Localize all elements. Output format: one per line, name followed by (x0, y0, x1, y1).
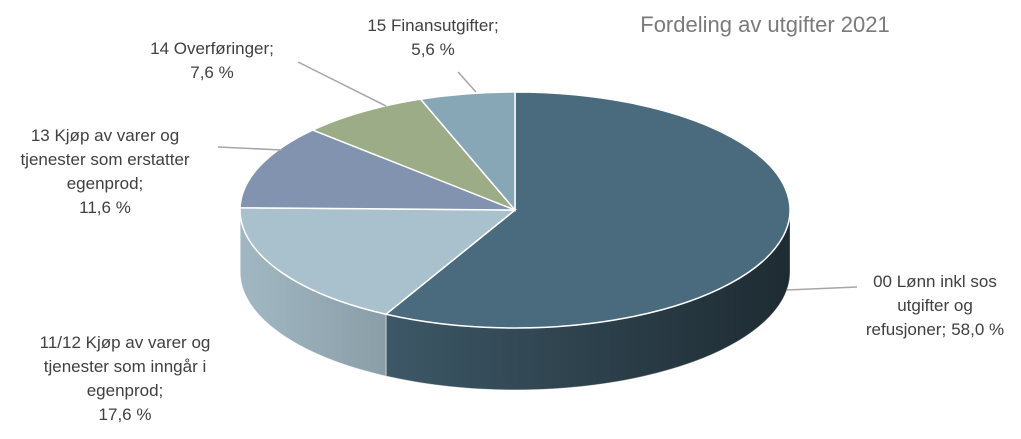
side-shade (240, 210, 387, 377)
leader-line (217, 146, 283, 151)
data-label: 11/12 Kjøp av varer og tjenester som inn… (15, 331, 235, 427)
data-label: 13 Kjøp av varer og tjenester som erstat… (3, 124, 208, 220)
leader-line (786, 286, 858, 291)
slice (384, 91, 791, 329)
slice (239, 129, 516, 211)
slice (239, 207, 518, 316)
label-value: 11,6 % (79, 198, 131, 217)
data-label: 14 Overføringer; 7,6 % (112, 37, 312, 85)
label-category: 00 Lønn inkl sos utgifter og refusjoner; (865, 272, 997, 339)
side-shade (386, 210, 790, 391)
data-label: 00 Lønn inkl sos utgifter og refusjoner;… (845, 270, 1021, 342)
label-value: 7,6 % (190, 63, 234, 82)
leader-line (297, 61, 387, 107)
label-category: 14 Overføringer; (150, 39, 274, 58)
label-category: 15 Finansutgifter; (367, 16, 499, 35)
label-value: 58,0 % (951, 320, 1005, 339)
data-label: 15 Finansutgifter; 5,6 % (333, 14, 533, 62)
label-category: 11/12 Kjøp av varer og tjenester som inn… (39, 333, 211, 400)
label-category: 13 Kjøp av varer og tjenester som erstat… (20, 126, 190, 193)
label-value: 5,6 % (411, 40, 455, 59)
slice (310, 98, 516, 211)
slice (419, 91, 516, 213)
label-value: 17,6 % (98, 405, 152, 424)
leader-line (457, 71, 477, 93)
chart-title: Fordeling av utgifter 2021 (640, 12, 890, 37)
